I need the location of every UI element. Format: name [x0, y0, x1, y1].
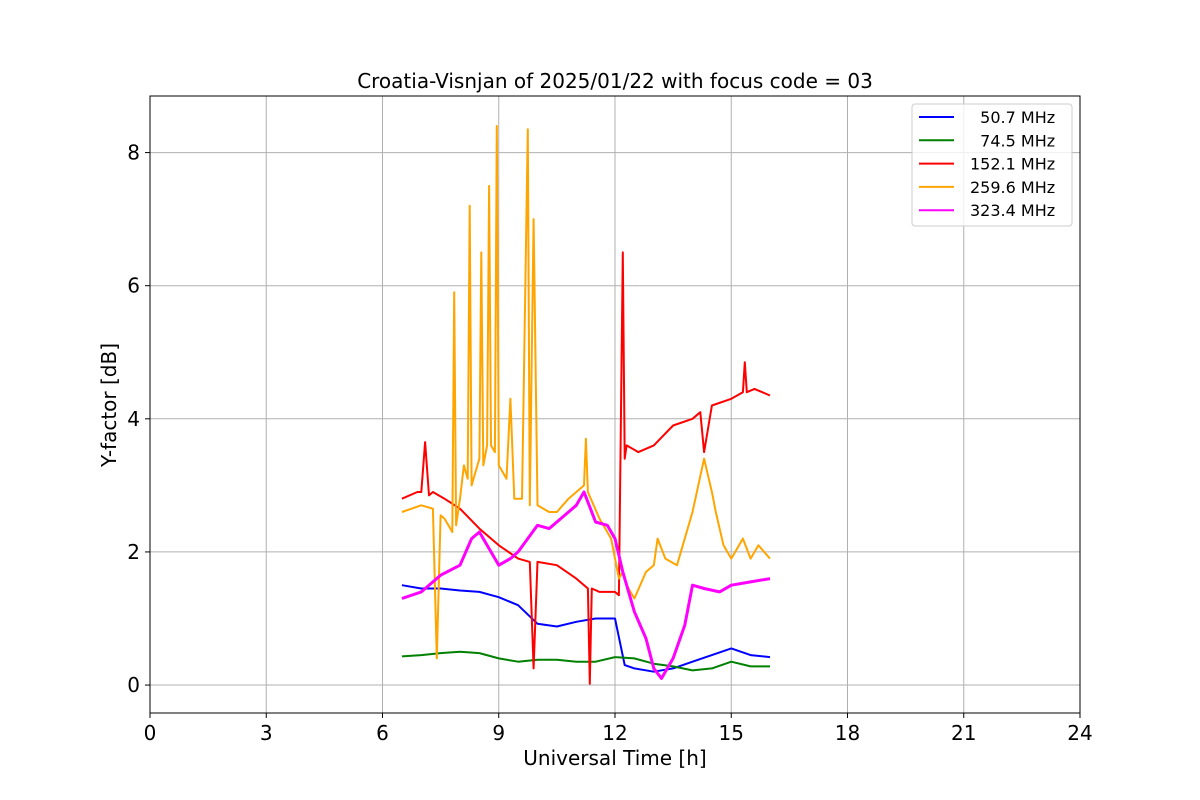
x-tick-label: 24: [1067, 721, 1092, 745]
series-line-323-4-mhz: [401, 490, 771, 680]
x-tick-label: 18: [835, 721, 860, 745]
y-tick-label: 2: [127, 540, 140, 564]
chart-title: Croatia-Visnjan of 2025/01/22 with focus…: [357, 69, 873, 93]
legend-label: 50.7 MHz: [970, 108, 1055, 127]
legend-label: 323.4 MHz: [970, 201, 1055, 220]
y-tick-label: 6: [127, 274, 140, 298]
legend-label: 259.6 MHz: [970, 178, 1055, 197]
legend: 50.7 MHz 74.5 MHz 152.1 MHz 259.6 MHz 323.4…: [911, 103, 1073, 227]
x-tick-label: 6: [376, 721, 389, 745]
y-tick-label: 8: [127, 141, 140, 165]
x-tick-label: 3: [260, 721, 273, 745]
series-line-50-7-mhz: [401, 584, 771, 673]
legend-box: [911, 103, 1073, 227]
series-line-74-5-mhz: [401, 650, 770, 672]
x-axis-label: Universal Time [h]: [523, 746, 706, 770]
series-lines: [401, 125, 771, 685]
y-tick-label: 4: [127, 407, 140, 431]
x-tick-label: 9: [492, 721, 505, 745]
series-line-152-1-mhz: [401, 251, 771, 685]
legend-label: 74.5 MHz: [970, 131, 1055, 150]
y-tick-label: 0: [127, 673, 140, 697]
x-tick-label: 12: [602, 721, 627, 745]
series-line-259-6-mhz: [401, 125, 771, 660]
legend-label: 152.1 MHz: [970, 155, 1055, 174]
x-tick-label: 15: [719, 721, 744, 745]
y-axis-label: Y-factor [dB]: [97, 343, 121, 468]
x-tick-label: 21: [951, 721, 976, 745]
x-tick-label: 0: [144, 721, 157, 745]
